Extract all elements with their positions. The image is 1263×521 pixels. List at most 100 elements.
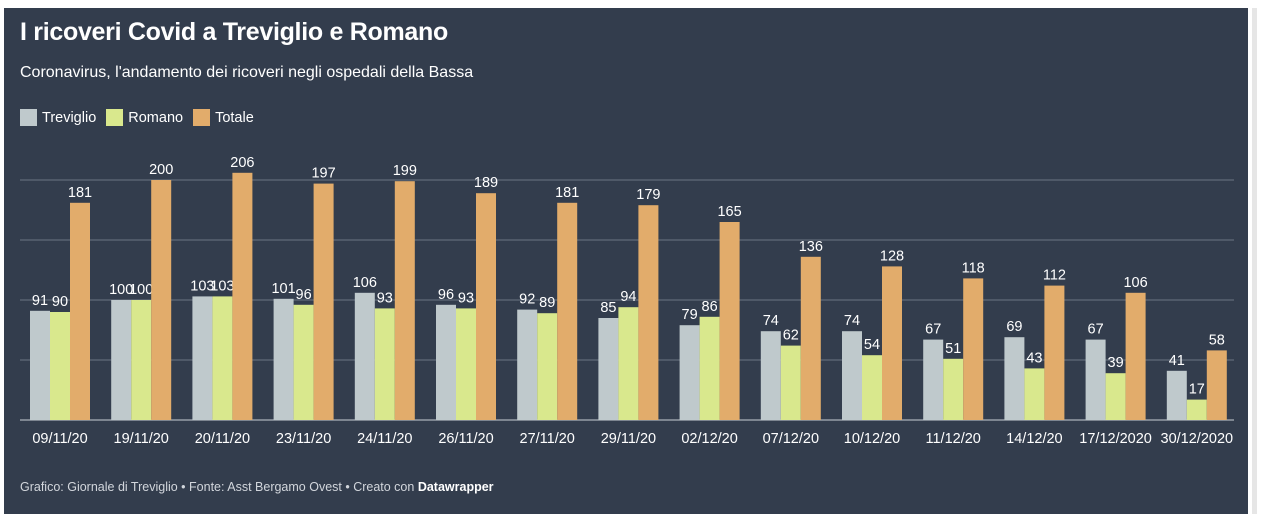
data-label-romano: 86 bbox=[702, 299, 718, 315]
bar-romano bbox=[780, 345, 801, 420]
bar-totale bbox=[313, 183, 334, 420]
data-label-totale: 199 bbox=[393, 163, 417, 179]
bar-treviglio bbox=[1166, 370, 1187, 420]
chart-title: I ricoveri Covid a Treviglio e Romano bbox=[20, 18, 448, 46]
data-label-totale: 128 bbox=[880, 248, 904, 264]
data-label-treviglio: 96 bbox=[438, 287, 454, 303]
bar-romano bbox=[618, 307, 639, 420]
legend-swatch-romano bbox=[106, 109, 124, 126]
x-tick-label: 10/12/20 bbox=[844, 431, 900, 447]
bar-romano bbox=[537, 313, 558, 420]
bar-treviglio bbox=[842, 331, 862, 420]
x-tick-label: 14/12/20 bbox=[1006, 431, 1062, 447]
bar-treviglio bbox=[760, 331, 781, 420]
bar-romano bbox=[1105, 373, 1126, 420]
data-label-treviglio: 91 bbox=[32, 293, 48, 309]
data-label-totale: 136 bbox=[799, 239, 823, 255]
chart-subtitle: Coronavirus, l'andamento dei ricoveri ne… bbox=[20, 64, 474, 81]
bar-romano bbox=[456, 308, 476, 420]
bar-treviglio bbox=[923, 339, 944, 420]
data-label-totale: 118 bbox=[962, 260, 985, 276]
legend-item-romano: Romano bbox=[106, 109, 183, 126]
bar-totale bbox=[394, 181, 415, 420]
bar-totale bbox=[800, 256, 821, 420]
data-label-treviglio: 69 bbox=[1006, 319, 1022, 335]
data-label-romano: 93 bbox=[377, 290, 393, 306]
data-label-treviglio: 74 bbox=[763, 313, 779, 329]
data-label-totale: 112 bbox=[1043, 268, 1066, 284]
legend-label-totale: Totale bbox=[215, 109, 254, 126]
bar-romano bbox=[1186, 399, 1207, 420]
bar-romano bbox=[374, 308, 395, 420]
data-label-romano: 96 bbox=[296, 287, 312, 303]
legend-swatch-treviglio bbox=[20, 109, 37, 126]
bar-romano bbox=[293, 304, 314, 420]
legend-item-totale: Totale bbox=[193, 109, 254, 126]
bar-treviglio bbox=[273, 298, 294, 420]
bar-treviglio bbox=[598, 318, 619, 420]
bar-totale bbox=[1206, 350, 1227, 420]
legend-swatch-totale bbox=[193, 109, 211, 126]
data-label-totale: 106 bbox=[1123, 275, 1147, 291]
bar-totale bbox=[963, 278, 984, 420]
bar-treviglio bbox=[192, 296, 213, 420]
data-label-totale: 181 bbox=[68, 185, 92, 201]
bar-totale bbox=[557, 202, 578, 420]
footer-brand: Datawrapper bbox=[417, 480, 494, 494]
data-label-totale: 58 bbox=[1209, 332, 1225, 348]
bar-romano bbox=[212, 296, 233, 420]
data-label-treviglio: 92 bbox=[519, 292, 535, 308]
data-label-totale: 181 bbox=[555, 185, 579, 201]
bar-totale bbox=[151, 180, 172, 420]
x-tick-label: 09/11/20 bbox=[32, 431, 87, 447]
x-tick-label: 24/11/20 bbox=[357, 431, 412, 447]
bar-treviglio bbox=[1085, 339, 1106, 420]
bar-treviglio bbox=[517, 309, 538, 420]
data-label-totale: 197 bbox=[311, 166, 335, 182]
data-label-romano: 103 bbox=[210, 278, 234, 294]
data-label-treviglio: 106 bbox=[353, 275, 377, 291]
bar-totale bbox=[232, 172, 253, 420]
x-tick-label: 11/12/20 bbox=[926, 431, 981, 447]
x-tick-label: 02/12/20 bbox=[681, 431, 737, 447]
bar-totale bbox=[476, 193, 496, 420]
bar-totale bbox=[1125, 292, 1146, 420]
bar-totale bbox=[882, 266, 902, 420]
data-label-romano: 51 bbox=[945, 341, 961, 357]
bar-treviglio bbox=[679, 325, 700, 420]
data-label-romano: 100 bbox=[129, 282, 153, 298]
bar-romano bbox=[943, 358, 964, 420]
bar-treviglio bbox=[30, 310, 50, 420]
x-tick-label: 20/11/20 bbox=[195, 431, 250, 447]
data-label-romano: 90 bbox=[52, 294, 68, 310]
legend-label-romano: Romano bbox=[128, 109, 184, 126]
bar-totale bbox=[719, 222, 740, 420]
bar-totale bbox=[638, 205, 659, 420]
data-label-romano: 17 bbox=[1189, 382, 1205, 398]
legend-item-treviglio: Treviglio bbox=[20, 109, 96, 126]
footer-credits: Grafico: Giornale di Treviglio • Fonte: … bbox=[20, 480, 494, 494]
bar-romano bbox=[50, 312, 70, 420]
bar-romano bbox=[131, 300, 152, 420]
bar-treviglio bbox=[1004, 337, 1025, 420]
data-label-treviglio: 103 bbox=[190, 278, 214, 294]
bar-romano bbox=[862, 355, 882, 420]
x-tick-label: 19/11/20 bbox=[114, 431, 169, 447]
chart-panel: I ricoveri Covid a Treviglio e Romano Co… bbox=[4, 8, 1248, 514]
legend-label-treviglio: Treviglio bbox=[42, 109, 97, 126]
data-label-romano: 94 bbox=[620, 289, 636, 305]
data-label-treviglio: 79 bbox=[682, 307, 698, 323]
x-tick-label: 30/12/2020 bbox=[1161, 431, 1234, 447]
data-label-treviglio: 67 bbox=[925, 322, 941, 338]
data-label-romano: 89 bbox=[539, 295, 555, 311]
data-label-romano: 62 bbox=[783, 328, 799, 344]
x-tick-label: 26/11/20 bbox=[438, 431, 493, 447]
data-label-treviglio: 85 bbox=[600, 300, 616, 316]
data-label-romano: 54 bbox=[864, 337, 880, 353]
x-tick-label: 29/11/20 bbox=[601, 431, 656, 447]
x-tick-label: 07/12/20 bbox=[763, 431, 819, 447]
data-label-totale: 165 bbox=[717, 204, 741, 220]
data-label-romano: 43 bbox=[1026, 350, 1042, 366]
x-tick-label: 17/12/2020 bbox=[1079, 431, 1152, 447]
